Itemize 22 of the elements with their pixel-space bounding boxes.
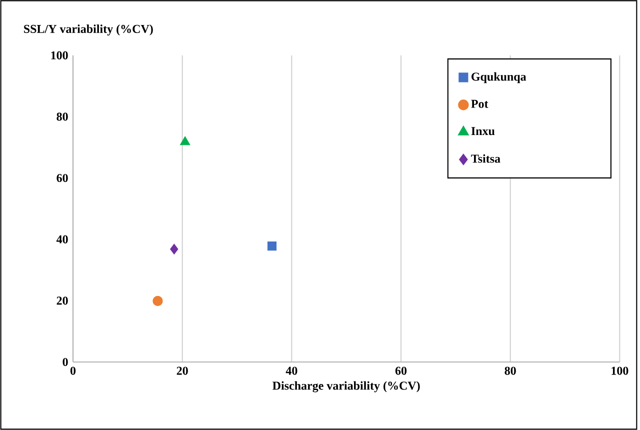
y-tick-label: 100 bbox=[51, 51, 68, 60]
y-tick-label: 0 bbox=[62, 358, 68, 366]
y-axis-title: SSL/Y variability (%CV) bbox=[24, 24, 153, 36]
y-tick-label: 60 bbox=[56, 174, 68, 182]
y-tick-label: 80 bbox=[56, 112, 68, 121]
point bbox=[267, 242, 277, 251]
legend-label: Tsitsa bbox=[471, 154, 500, 163]
point bbox=[180, 136, 190, 146]
x-tick-label: 100 bbox=[612, 366, 628, 375]
x-axis-title: Discharge variability (%CV) bbox=[272, 381, 420, 392]
x-tick-label: 80 bbox=[504, 366, 516, 375]
legend-label: Gqukunqa bbox=[472, 72, 526, 84]
x-tick-label: 40 bbox=[286, 366, 298, 375]
y-tick-label: 40 bbox=[56, 235, 68, 244]
point bbox=[170, 244, 178, 254]
point bbox=[152, 296, 163, 306]
y-tick-label: 20 bbox=[56, 296, 68, 305]
legend-label: Inxu bbox=[471, 127, 495, 136]
legend-label: Pot bbox=[471, 100, 488, 108]
x-tick-label: 20 bbox=[176, 366, 188, 375]
x-tick-label: 60 bbox=[395, 366, 407, 375]
x-tick-label: 0 bbox=[70, 366, 76, 375]
